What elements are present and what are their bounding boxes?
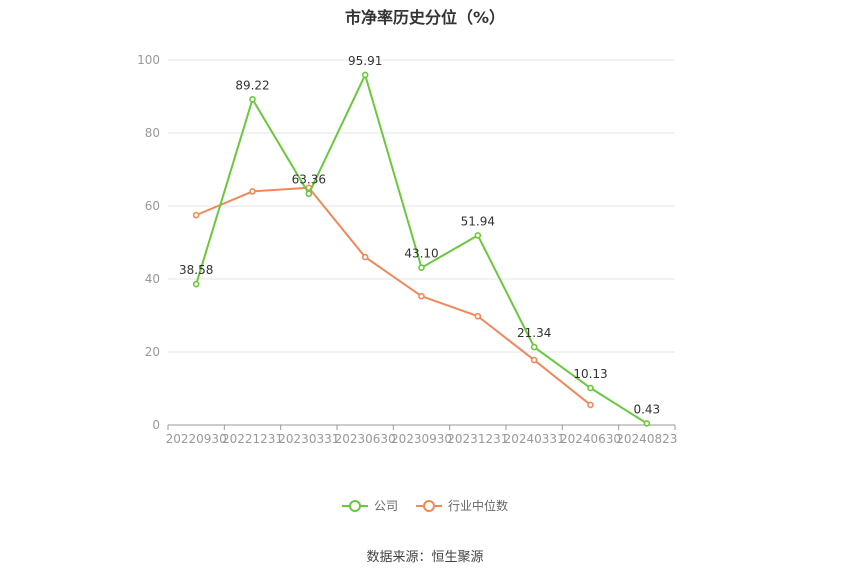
- y-tick-label: 0: [152, 418, 160, 432]
- series-group: [192, 71, 651, 427]
- y-tick-label: 40: [145, 272, 160, 286]
- data-labels: 38.58 89.22 63.36 95.91 43.10 51.94 21.34 10.13…: [179, 54, 660, 417]
- x-tick-label: 20221231: [222, 432, 283, 446]
- data-point-company[interactable]: [643, 420, 651, 427]
- data-point-industry-median[interactable]: [418, 292, 425, 300]
- x-tick-label: 20230331: [278, 432, 339, 446]
- y-tick-label: 20: [145, 345, 160, 359]
- legend-label-company: 公司: [373, 499, 398, 513]
- data-label-company: 10.13: [573, 367, 607, 381]
- x-tick-label: 20220930: [166, 432, 227, 446]
- data-label-company: 63.36: [292, 173, 326, 187]
- data-point-company[interactable]: [587, 384, 594, 392]
- data-point-industry-median[interactable]: [361, 253, 369, 261]
- x-tick-label: 20240630: [560, 432, 621, 446]
- data-label-company: 21.34: [517, 326, 551, 340]
- data-label-company: 38.58: [179, 263, 213, 277]
- data-point-company[interactable]: [305, 190, 313, 198]
- y-tick-label: 100: [137, 53, 160, 67]
- y-tick-label: 60: [145, 199, 160, 213]
- data-label-company: 95.91: [348, 54, 382, 68]
- data-point-company[interactable]: [249, 96, 256, 103]
- legend-swatch-company: [341, 499, 368, 512]
- legend-label-industry-median: 行业中位数: [448, 499, 509, 513]
- data-point-company[interactable]: [192, 280, 200, 288]
- data-point-company[interactable]: [361, 71, 369, 79]
- data-source: 数据来源：恒生聚源: [366, 550, 484, 565]
- y-axis-ticks: 0 20 40 60 80 100: [137, 53, 160, 432]
- y-tick-label: 80: [145, 126, 160, 140]
- legend-item-company[interactable]: 公司: [341, 497, 398, 514]
- data-point-industry-median[interactable]: [474, 312, 482, 320]
- data-point-company[interactable]: [474, 232, 482, 239]
- grid-lines: [168, 59, 675, 353]
- x-tick-label: 20240823: [616, 432, 677, 446]
- data-point-company[interactable]: [418, 264, 425, 271]
- data-label-company: 0.43: [633, 402, 660, 416]
- x-tick-label: 20240331: [504, 432, 565, 446]
- data-point-industry-median[interactable]: [530, 356, 538, 364]
- x-axis-ticks: 2022093020221231202303312023063020230930…: [166, 432, 678, 446]
- legend-swatch-industry-median: [416, 499, 442, 512]
- data-point-company[interactable]: [530, 343, 538, 351]
- series-line-industry-median: [195, 186, 592, 406]
- data-point-industry-median[interactable]: [192, 211, 200, 219]
- data-label-company: 89.22: [235, 78, 269, 92]
- x-axis: [167, 424, 676, 430]
- chart-title: 市净率历史分位（%）: [344, 8, 506, 27]
- x-tick-label: 20230930: [391, 432, 452, 446]
- x-tick-label: 20230630: [335, 432, 396, 446]
- x-tick-label: 20231231: [447, 432, 508, 446]
- legend: 公司 行业中位数: [0, 497, 850, 514]
- data-point-industry-median[interactable]: [249, 188, 256, 195]
- data-label-company: 43.10: [404, 247, 438, 261]
- data-label-company: 51.94: [461, 214, 495, 228]
- legend-item-industry-median[interactable]: 行业中位数: [416, 497, 508, 514]
- data-point-industry-median[interactable]: [587, 401, 594, 409]
